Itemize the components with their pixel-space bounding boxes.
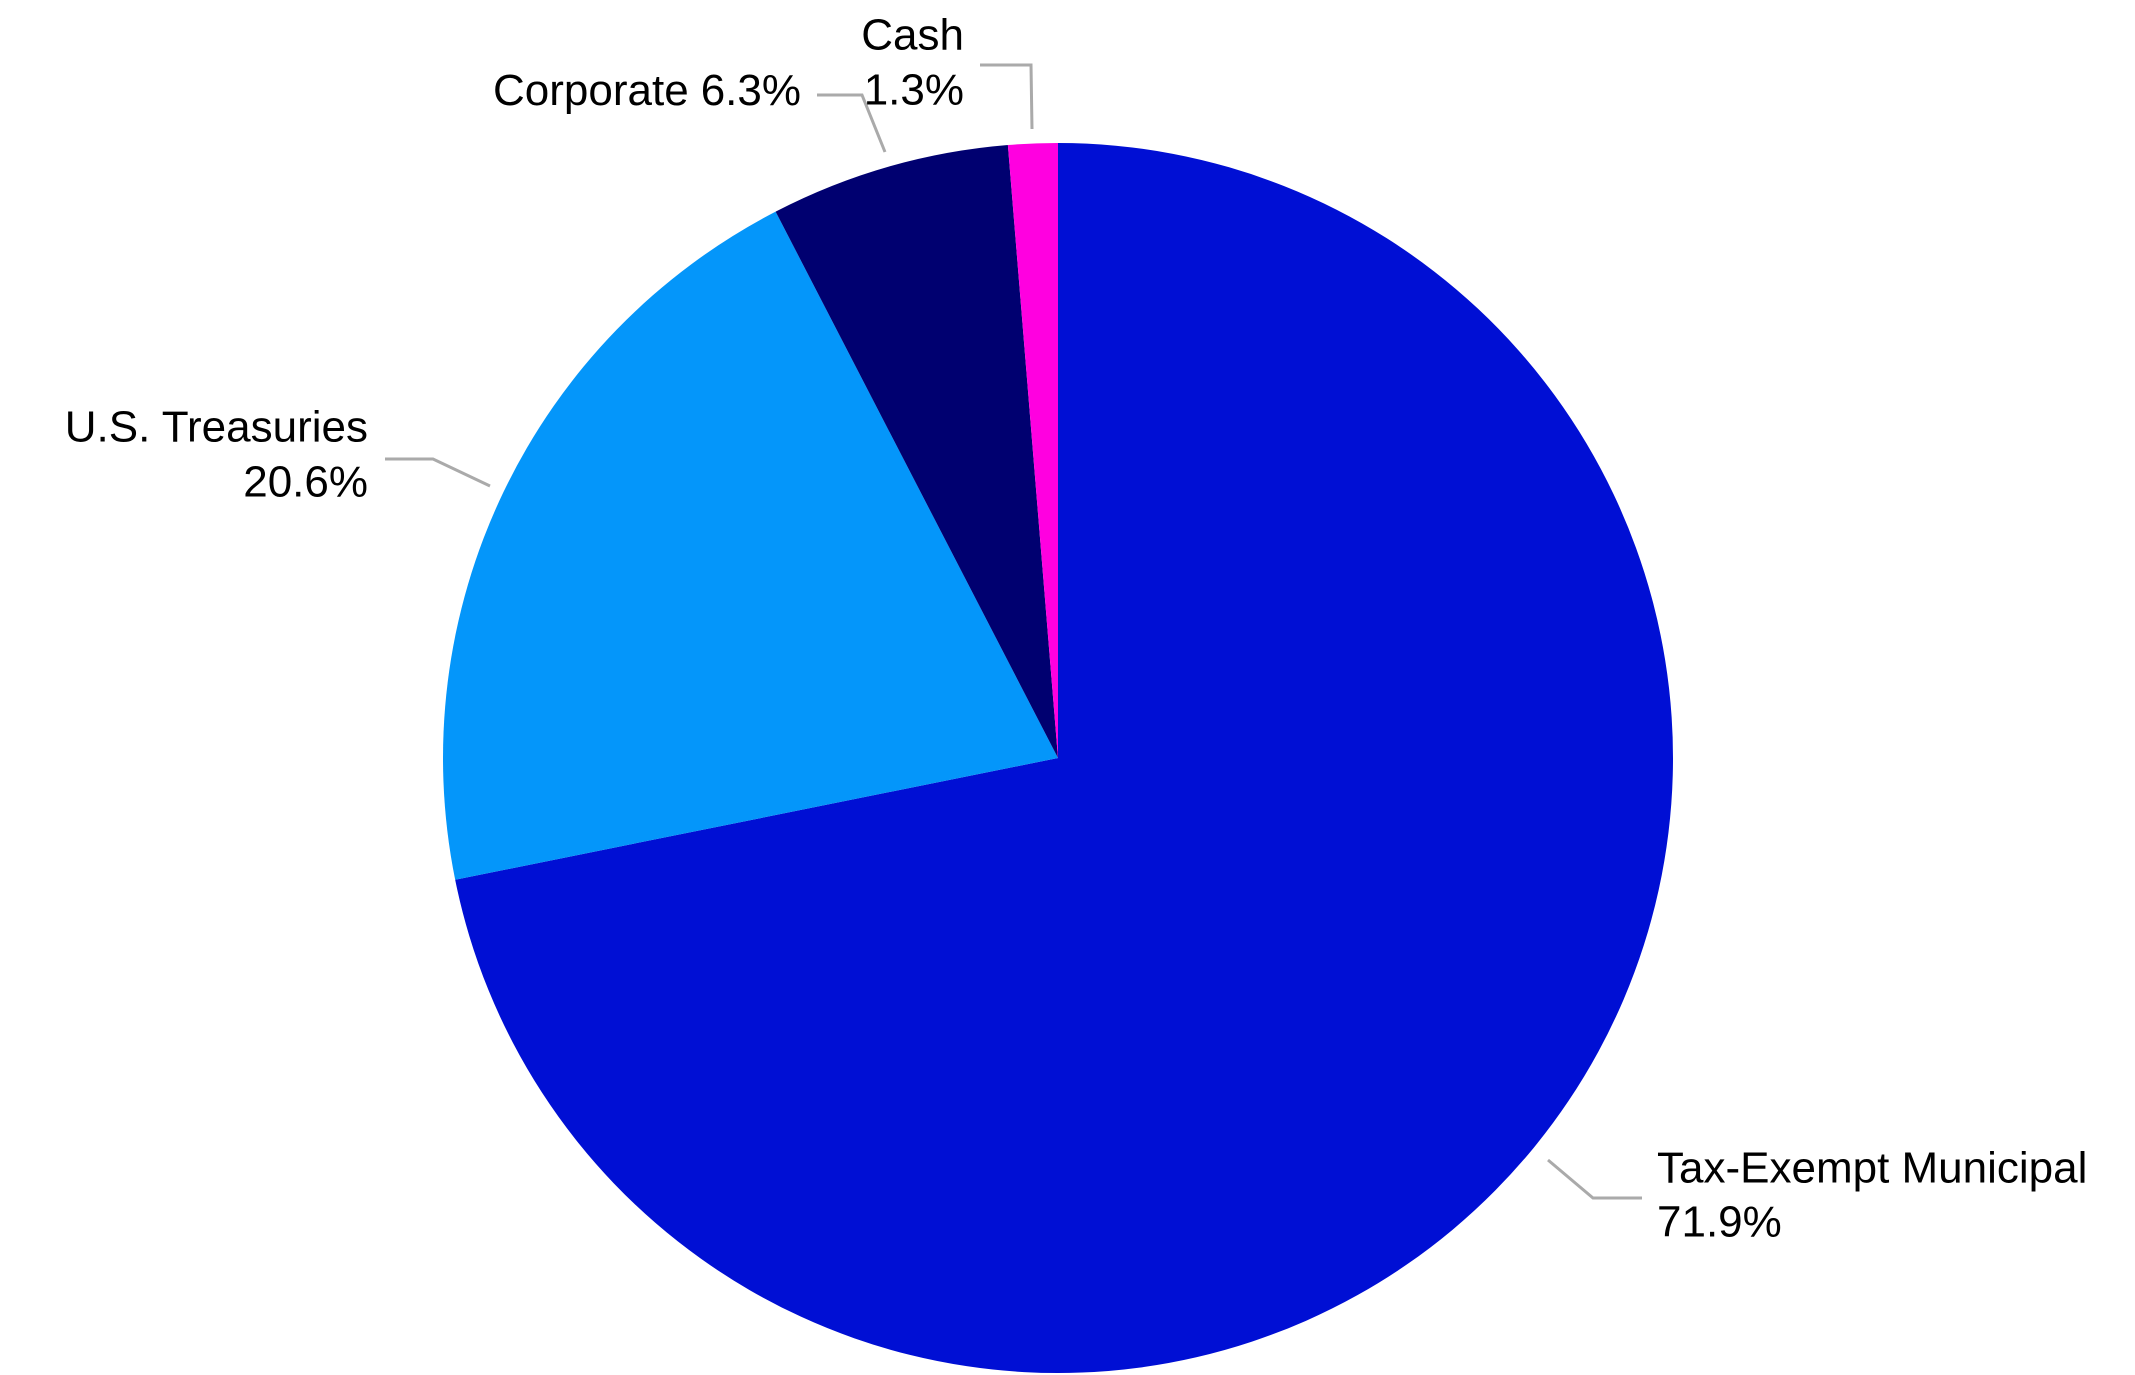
slice-label-group: Corporate 6.3%	[493, 66, 801, 115]
value-label: 71.9%	[1657, 1198, 1782, 1247]
pie-slice	[442, 211, 1058, 880]
slice-label: Tax-Exempt Municipal	[1657, 1144, 2087, 1193]
leader-line	[817, 93, 887, 153]
slice-label: Corporate	[493, 66, 689, 115]
leader-line	[1547, 1158, 1642, 1200]
slice-label: Cash	[861, 11, 964, 60]
leader-line	[385, 457, 491, 488]
value-label: 1.3%	[864, 66, 964, 115]
leader-line	[980, 63, 1034, 130]
pie-slice	[455, 143, 1674, 1373]
slice-label: U.S. Treasuries	[65, 403, 368, 452]
pie-slice	[1007, 143, 1058, 758]
value-label: 6.3%	[701, 66, 801, 115]
value-label: 20.6%	[243, 458, 368, 507]
pie-slice	[775, 145, 1058, 758]
